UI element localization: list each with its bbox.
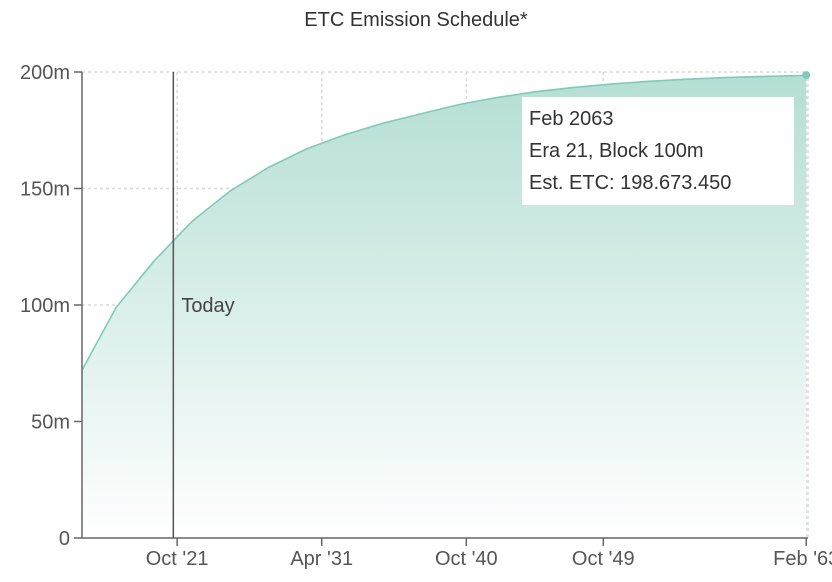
y-tick-label: 200m — [20, 62, 70, 84]
axes — [74, 71, 808, 546]
emission-line — [81, 74, 807, 371]
tooltip-era-block: Era 21, Block 100m — [529, 140, 704, 162]
x-tick-label: Apr '31 — [290, 548, 353, 570]
hover-point[interactable] — [802, 71, 811, 80]
x-tick-label: Feb '63 — [773, 548, 832, 570]
chart-title: ETC Emission Schedule* — [304, 9, 528, 31]
y-tick-label: 0 — [59, 528, 70, 550]
y-tick-labels: 0 50m 100m 150m 200m — [20, 62, 70, 550]
tooltip: Feb 2063 Era 21, Block 100m Est. ETC: 19… — [522, 97, 794, 205]
today-label: Today — [181, 295, 234, 317]
x-tick-label: Oct '49 — [572, 548, 635, 570]
x-tick-labels: Oct '21 Apr '31 Oct '40 Oct '49 Feb '63 — [146, 548, 832, 570]
x-tick-label: Oct '40 — [435, 548, 498, 570]
tooltip-est-etc: Est. ETC: 198.673.450 — [529, 172, 732, 194]
x-tick-label: Oct '21 — [146, 548, 209, 570]
y-tick-label: 50m — [31, 412, 70, 434]
y-tick-label: 100m — [20, 295, 70, 317]
tooltip-date: Feb 2063 — [529, 108, 614, 130]
y-tick-label: 150m — [20, 179, 70, 201]
